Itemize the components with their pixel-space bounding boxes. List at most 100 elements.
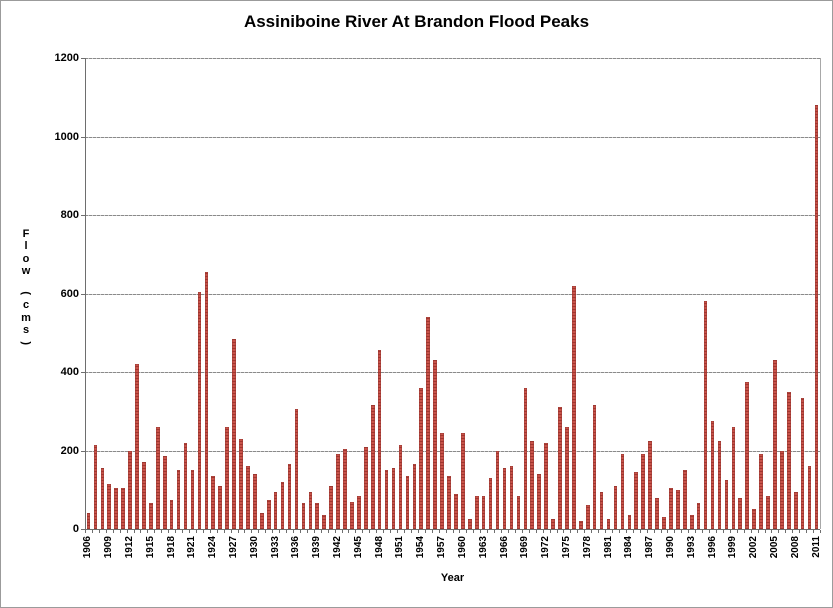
- bar-1951: [398, 444, 403, 529]
- x-tick-79: [632, 530, 634, 533]
- bar-1993: [689, 515, 694, 529]
- bar-1950: [391, 468, 396, 529]
- x-tick-103: [799, 530, 801, 533]
- bar-1912: [128, 450, 132, 529]
- x-tick-68: [556, 530, 558, 533]
- y-tick-0: [81, 529, 85, 530]
- x-tick-82: [653, 530, 655, 533]
- bar-1955: [426, 317, 431, 529]
- bar-1968: [516, 495, 521, 529]
- y-tick-800: [81, 215, 85, 216]
- x-tick-label-2008: 2008: [789, 536, 801, 559]
- bar-2001: [745, 381, 749, 529]
- x-tick-81: [646, 530, 648, 533]
- x-tick-40: [362, 530, 364, 533]
- x-tick-106: [820, 530, 821, 533]
- x-tick-20: [223, 530, 225, 533]
- x-tick-104: [806, 530, 808, 533]
- y-tick-label-0: 0: [72, 523, 79, 535]
- x-axis-line: [85, 529, 820, 530]
- x-tick-label-1972: 1972: [540, 536, 552, 559]
- bar-2007: [786, 391, 791, 529]
- bar-1932: [266, 499, 271, 529]
- bar-1938: [308, 491, 313, 529]
- chart-title: Assiniboine River At Brandon Flood Peaks: [243, 12, 590, 31]
- y-tick-400: [81, 372, 85, 373]
- bar-1994: [696, 503, 701, 529]
- x-tick-8: [140, 530, 142, 533]
- x-tick-5: [119, 530, 121, 533]
- x-tick-77: [618, 530, 620, 533]
- y-axis-line: [85, 58, 86, 529]
- bar-2010: [807, 466, 812, 529]
- x-tick-label-2005: 2005: [768, 536, 780, 559]
- bar-1973: [551, 519, 555, 529]
- x-tick-label-1996: 1996: [706, 536, 718, 559]
- bar-1922: [197, 291, 202, 529]
- x-tick-38: [348, 530, 350, 533]
- bar-1913: [135, 364, 139, 529]
- x-tick-60: [501, 530, 503, 533]
- bar-1910: [114, 487, 118, 529]
- bar-1930: [253, 474, 257, 529]
- x-tick-4: [112, 530, 114, 533]
- bar-1981: [606, 519, 611, 529]
- x-tick-45: [397, 530, 399, 533]
- x-tick-24: [251, 530, 253, 533]
- x-tick-102: [792, 530, 794, 533]
- bar-1963: [481, 495, 486, 529]
- x-tick-28: [279, 530, 281, 533]
- x-tick-12: [168, 530, 170, 533]
- x-tick-6: [126, 530, 128, 533]
- x-tick-63: [521, 530, 523, 533]
- x-tick-43: [383, 530, 385, 533]
- bar-1949: [384, 470, 389, 529]
- x-tick-48: [417, 530, 419, 533]
- y-axis-title-char: o: [22, 252, 30, 265]
- y-axis-title-char: s: [22, 324, 30, 336]
- x-tick-29: [286, 530, 288, 533]
- bar-1990: [669, 487, 673, 529]
- bar-1999: [731, 426, 736, 529]
- bar-1991: [676, 489, 680, 529]
- x-tick-label-1945: 1945: [352, 536, 364, 559]
- bar-2005: [773, 360, 777, 529]
- bar-1980: [599, 491, 604, 529]
- x-tick-105: [813, 530, 815, 533]
- bar-1983: [620, 454, 625, 529]
- bar-1936: [294, 409, 299, 529]
- x-tick-84: [667, 530, 669, 533]
- bar-1964: [488, 477, 493, 529]
- x-tick-15: [189, 530, 190, 533]
- bar-1928: [239, 438, 243, 529]
- x-tick-78: [625, 530, 627, 533]
- x-tick-30: [293, 530, 295, 533]
- gridline-y-200: [85, 450, 820, 452]
- bar-1953: [412, 464, 417, 529]
- x-tick-label-1963: 1963: [477, 536, 489, 559]
- x-tick-50: [431, 530, 433, 533]
- x-tick-41: [369, 530, 371, 533]
- bar-1918: [169, 499, 174, 529]
- x-tick-32: [306, 530, 308, 533]
- x-tick-69: [563, 530, 565, 533]
- x-tick-35: [327, 530, 329, 533]
- bar-2004: [766, 495, 770, 529]
- x-tick-label-1918: 1918: [165, 536, 177, 559]
- plot-right-border: [820, 58, 821, 529]
- bar-1972: [544, 442, 548, 529]
- x-tick-33: [313, 530, 315, 533]
- bar-1927: [232, 338, 236, 529]
- bar-1975: [565, 426, 569, 529]
- x-tick-53: [452, 530, 454, 533]
- x-tick-89: [702, 530, 704, 533]
- bar-1924: [211, 476, 216, 529]
- bar-1941: [329, 485, 333, 529]
- x-tick-52: [445, 530, 447, 533]
- y-tick-1000: [81, 136, 85, 138]
- x-tick-label-1969: 1969: [519, 536, 531, 559]
- bar-1947: [370, 405, 375, 529]
- x-tick-25: [258, 530, 260, 533]
- x-tick-47: [410, 530, 412, 533]
